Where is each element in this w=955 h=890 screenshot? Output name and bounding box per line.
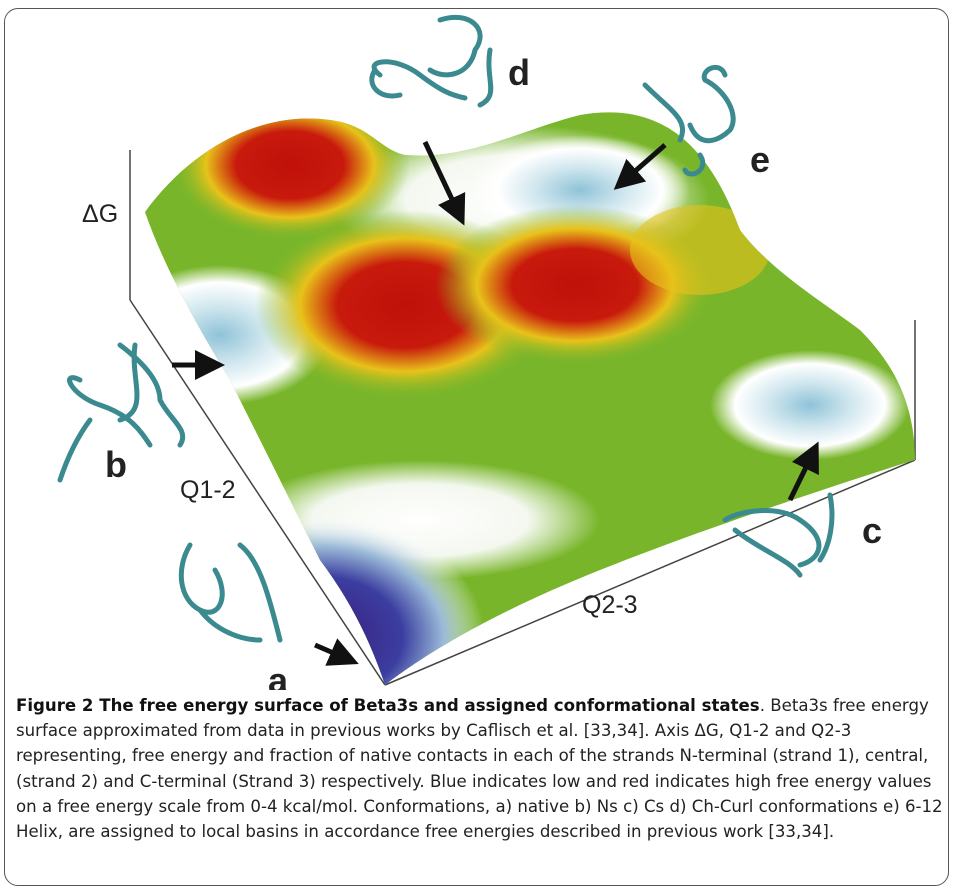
caption-text: . Beta3s free energy surface approximate… [16,696,943,842]
axis-label: Q2-3 [582,591,638,619]
caption: Figure 2 The free energy surface of Beta… [16,693,944,844]
state-label: c [862,510,882,551]
state-arrows [172,140,819,666]
energy-surface [145,112,915,685]
axis-label: Q1-2 [180,476,236,504]
state-label: e [750,139,770,180]
state-label: d [508,52,530,93]
caption-title: Figure 2 The free energy surface of Beta… [16,696,760,715]
figure: ΔG Q1-2 Q2-3 d e b c a [57,14,916,690]
state-label: a [268,660,289,690]
state-label: b [105,444,127,485]
figure-frame [4,8,949,886]
protein-cartoons [57,14,835,643]
axis-label: ΔG [82,200,118,228]
